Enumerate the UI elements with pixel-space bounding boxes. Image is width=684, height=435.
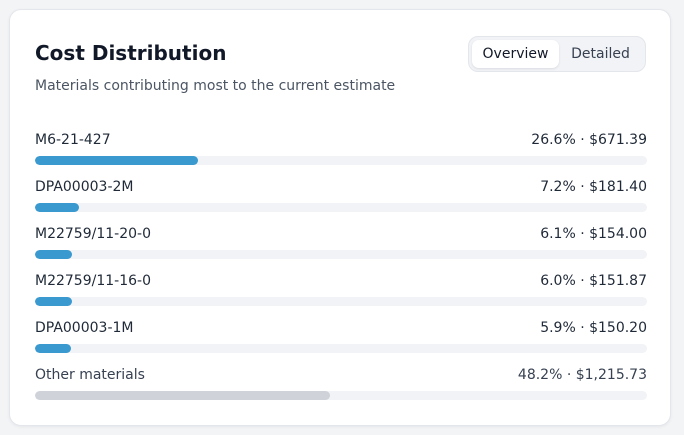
progress-fill	[35, 156, 198, 165]
material-name: DPA00003-1M	[35, 320, 134, 336]
progress-fill	[35, 391, 330, 400]
material-name: DPA00003-2M	[35, 179, 134, 195]
material-share: 6.0% · $151.87	[540, 273, 647, 289]
other-materials-share: 48.2% · $1,215.73	[517, 367, 647, 383]
progress-fill	[35, 297, 72, 306]
progress-fill	[35, 250, 73, 259]
cost-distribution-card: Cost Distribution Materials contributing…	[9, 9, 671, 426]
progress-track	[35, 297, 647, 306]
material-row: M22759/11-16-0 6.0% · $151.87	[35, 272, 647, 319]
view-toggle: Overview Detailed	[468, 36, 646, 72]
progress-fill	[35, 344, 72, 353]
material-share: 6.1% · $154.00	[540, 226, 647, 242]
material-row: M22759/11-20-0 6.1% · $154.00	[35, 225, 647, 272]
progress-track	[35, 344, 647, 353]
detailed-tab[interactable]: Detailed	[571, 46, 630, 62]
material-row: DPA00003-2M 7.2% · $181.40	[35, 178, 647, 225]
material-share: 7.2% · $181.40	[540, 179, 647, 195]
material-row: M6-21-427 26.6% · $671.39	[35, 131, 647, 178]
progress-track	[35, 391, 647, 400]
card-title: Cost Distribution	[35, 41, 227, 65]
progress-track	[35, 203, 647, 212]
material-name: M6-21-427	[35, 132, 111, 148]
overview-tab[interactable]: Overview	[472, 40, 559, 68]
material-share: 26.6% · $671.39	[531, 132, 647, 148]
material-row: DPA00003-1M 5.9% · $150.20	[35, 319, 647, 366]
materials-list: M6-21-427 26.6% · $671.39 DPA00003-2M 7.…	[35, 131, 647, 413]
progress-fill	[35, 203, 80, 212]
other-materials-name: Other materials	[35, 367, 145, 383]
progress-track	[35, 156, 647, 165]
material-share: 5.9% · $150.20	[540, 320, 647, 336]
card-subtitle: Materials contributing most to the curre…	[35, 78, 396, 94]
material-name: M22759/11-16-0	[35, 273, 151, 289]
progress-track	[35, 250, 647, 259]
material-name: M22759/11-20-0	[35, 226, 151, 242]
other-materials-row: Other materials 48.2% · $1,215.73	[35, 366, 647, 413]
